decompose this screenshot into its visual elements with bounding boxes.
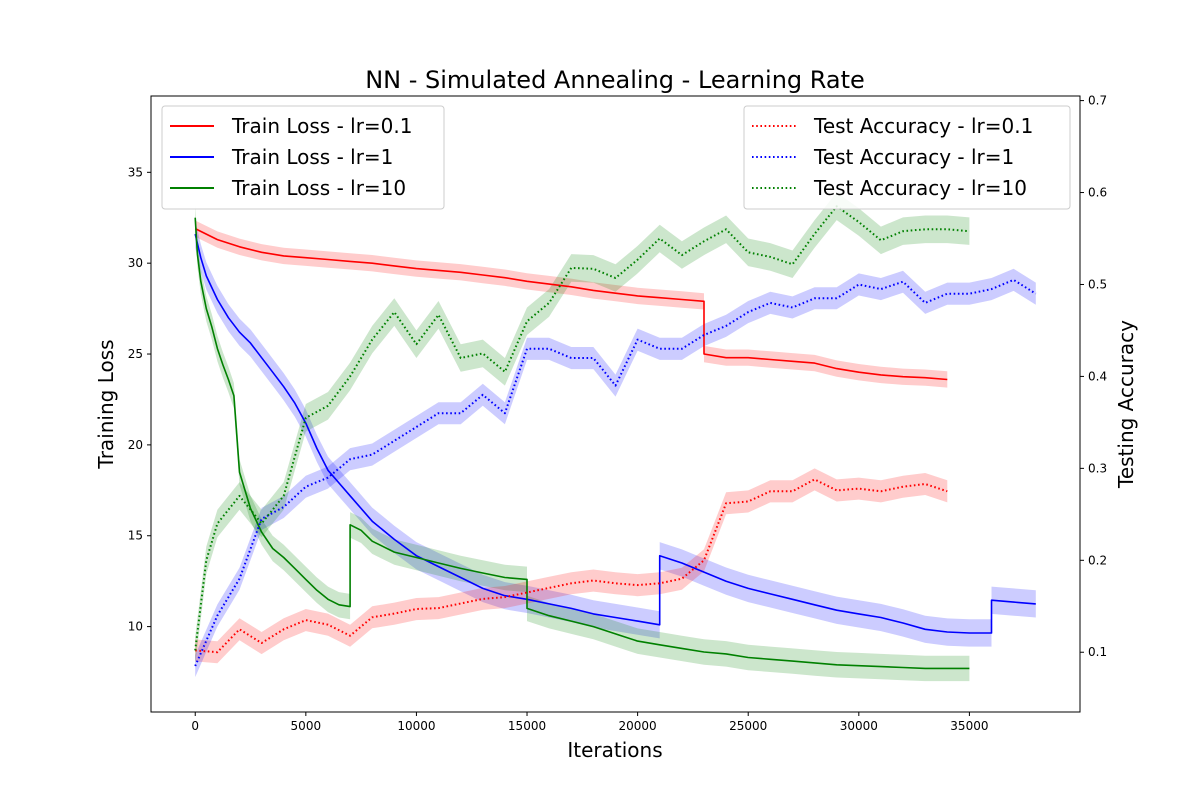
y-left-tick-label: 15 (128, 529, 143, 543)
y-right-tick-label: 0.7 (1088, 94, 1107, 108)
legend-label: Train Loss - lr=10 (231, 176, 406, 200)
train-loss-lr-10-line (194, 217, 970, 670)
y-axis-right-title: Testing Accuracy (1114, 320, 1138, 489)
test-accuracy-lr-1-line (194, 278, 1037, 667)
confidence-bands (195, 192, 1036, 682)
y-left-tick-label: 20 (128, 438, 143, 452)
legend-label: Test Accuracy - lr=1 (813, 145, 1014, 169)
y-axis-left-title: Training Loss (94, 339, 118, 469)
test-accuracy-lr-0-1-line (195, 478, 948, 654)
x-tick-label: 20000 (619, 719, 657, 733)
legend-test-accuracy: Test Accuracy - lr=0.1 Test Accuracy - lr… (743, 105, 1071, 210)
train-loss-lr-1-line (194, 233, 1036, 634)
x-axis: 0 5000 10000 15000 20000 25000 30000 35000 (191, 712, 988, 733)
legend-label: Train Loss - lr=0.1 (231, 114, 413, 138)
train-loss-lr-1-band (195, 220, 1036, 647)
train-loss-lr-0-1-band (195, 220, 948, 388)
legend-label: Test Accuracy - lr=0.1 (813, 114, 1033, 138)
x-tick-label: 30000 (840, 719, 878, 733)
y-right-tick-label: 0.4 (1088, 369, 1107, 383)
x-tick-label: 5000 (291, 719, 322, 733)
x-tick-label: 0 (191, 719, 199, 733)
y-left-tick-label: 25 (128, 347, 143, 361)
x-axis-title: Iterations (567, 738, 662, 762)
y-right-tick-label: 0.3 (1088, 461, 1107, 475)
legend-train-loss: Train Loss - lr=0.1 Train Loss - lr=1 Trai… (161, 105, 445, 210)
y-left-tick-label: 35 (128, 165, 143, 179)
y-axis-left: 10 15 20 25 30 35 (128, 165, 151, 634)
y-left-tick-label: 30 (128, 256, 143, 270)
y-right-tick-label: 0.2 (1088, 553, 1107, 567)
chart-title: NN - Simulated Annealing - Learning Rate (365, 66, 865, 94)
legend-label: Train Loss - lr=1 (231, 145, 393, 169)
x-tick-label: 35000 (950, 719, 988, 733)
x-tick-label: 15000 (508, 719, 546, 733)
legend-box (743, 105, 1071, 210)
legend-label: Test Accuracy - lr=10 (813, 176, 1027, 200)
y-right-tick-label: 0.6 (1088, 186, 1107, 200)
test-accuracy-lr-0-1-band (195, 468, 948, 664)
x-tick-label: 10000 (397, 719, 435, 733)
test-accuracy-lr-10-band (195, 192, 970, 665)
train-loss-lr-0-1-line (194, 227, 948, 381)
y-axis-right: 0.1 0.2 0.3 0.4 0.5 0.6 0.7 (1080, 94, 1107, 659)
x-tick-label: 25000 (729, 719, 767, 733)
y-right-tick-label: 0.1 (1088, 645, 1107, 659)
y-left-tick-label: 10 (128, 620, 143, 634)
y-right-tick-label: 0.5 (1088, 277, 1107, 291)
legend-box (161, 105, 445, 210)
plot-frame (150, 95, 1081, 713)
